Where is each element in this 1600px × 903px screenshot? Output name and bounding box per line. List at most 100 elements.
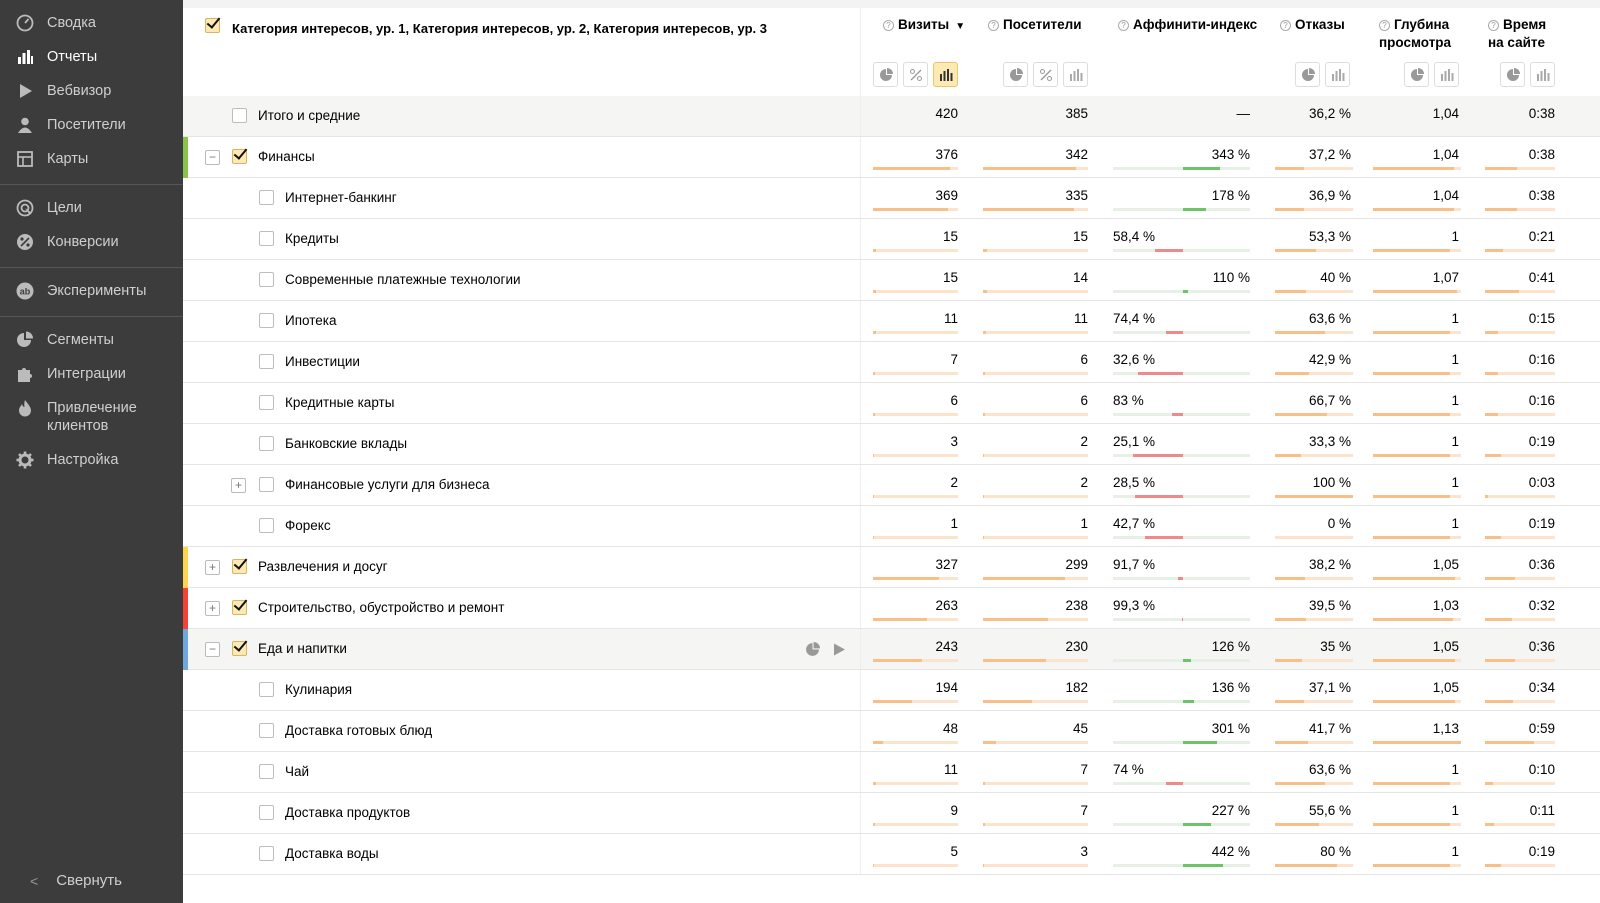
table-row[interactable]: Форекс 1 1 42,7 % 0 % 1 0:19 bbox=[183, 506, 1600, 547]
cell-visitors: 2 bbox=[1080, 475, 1088, 490]
collapse-icon[interactable]: − bbox=[205, 150, 220, 165]
row-checkbox[interactable] bbox=[259, 436, 274, 451]
visitors-bar bbox=[983, 659, 1088, 662]
bar-chart-toggle[interactable] bbox=[1325, 62, 1350, 87]
visits-bar bbox=[873, 864, 958, 867]
sidebar-item-percent[interactable]: Конверсии bbox=[0, 225, 183, 259]
target-icon bbox=[14, 199, 36, 217]
table-row[interactable]: + Строительство, обустройство и ремонт 263… bbox=[183, 588, 1600, 629]
table-row[interactable]: Доставка готовых блюд 48 45 301 % 41,7 % 1,13… bbox=[183, 711, 1600, 752]
sidebar-item-target[interactable]: Цели bbox=[0, 191, 183, 225]
row-checkbox[interactable] bbox=[259, 354, 274, 369]
time-bar bbox=[1485, 249, 1555, 252]
help-icon[interactable]: ? bbox=[1118, 20, 1129, 31]
help-icon[interactable]: ? bbox=[883, 20, 894, 31]
pie-chart-toggle[interactable] bbox=[1295, 62, 1320, 87]
table-row[interactable]: Интернет-банкинг 369 335 178 % 36,9 % 1,04 0:3… bbox=[183, 178, 1600, 219]
row-checkbox[interactable] bbox=[232, 149, 247, 164]
row-checkbox[interactable] bbox=[232, 641, 247, 656]
expand-icon[interactable]: + bbox=[205, 601, 220, 616]
sidebar-item-bar-chart[interactable]: Отчеты bbox=[0, 40, 183, 74]
help-icon[interactable]: ? bbox=[1379, 20, 1390, 31]
table-row[interactable]: Кредиты 15 15 58,4 % 53,3 % 1 0:21 bbox=[183, 219, 1600, 260]
row-checkbox[interactable] bbox=[232, 559, 247, 574]
table-row[interactable]: Чай 11 7 74 % 63,6 % 1 0:10 bbox=[183, 752, 1600, 793]
row-checkbox[interactable] bbox=[259, 846, 274, 861]
sidebar-item-puzzle[interactable]: Интеграции bbox=[0, 357, 183, 391]
help-icon[interactable]: ? bbox=[1280, 20, 1291, 31]
table-row[interactable]: Кредитные карты 6 6 83 % 66,7 % 1 0:16 bbox=[183, 383, 1600, 424]
sidebar-item-label: Карты bbox=[47, 151, 89, 167]
column-visitors[interactable]: ? Посетители bbox=[988, 16, 1082, 34]
row-checkbox[interactable] bbox=[259, 764, 274, 779]
table-row[interactable]: Кулинария 194 182 136 % 37,1 % 1,05 0:34 bbox=[183, 670, 1600, 711]
expand-icon[interactable]: + bbox=[205, 560, 220, 575]
row-checkbox[interactable] bbox=[259, 805, 274, 820]
table-row[interactable]: Современные платежные технологии 15 14 110 … bbox=[183, 260, 1600, 301]
sidebar-item-pie[interactable]: Сегменты bbox=[0, 323, 183, 357]
totals-row[interactable]: Итого и средние 420 385 — 36,2 % 1,04 0:38 bbox=[183, 96, 1600, 137]
row-checkbox[interactable] bbox=[259, 477, 274, 492]
sidebar-item-flame[interactable]: Привлечение клиентов bbox=[0, 391, 183, 443]
sidebar-item-map[interactable]: Карты bbox=[0, 142, 183, 176]
row-checkbox[interactable] bbox=[259, 272, 274, 287]
column-bounces[interactable]: ? Отказы bbox=[1280, 16, 1345, 34]
table-row[interactable]: Инвестиции 7 6 32,6 % 42,9 % 1 0:16 bbox=[183, 342, 1600, 383]
pie-chart-toggle[interactable] bbox=[1500, 62, 1525, 87]
visits-bar bbox=[873, 290, 958, 293]
sidebar-item-ab[interactable]: ab Эксперименты bbox=[0, 274, 183, 308]
help-icon[interactable]: ? bbox=[1488, 20, 1499, 31]
cell-depth: 1 bbox=[1451, 516, 1459, 531]
row-checkbox[interactable] bbox=[232, 108, 247, 123]
row-checkbox[interactable] bbox=[259, 395, 274, 410]
table-row[interactable]: Ипотека 11 11 74,4 % 63,6 % 1 0:15 bbox=[183, 301, 1600, 342]
table-row[interactable]: − Еда и напитки 243 230 126 % 35 % 1,05 0:36 bbox=[183, 629, 1600, 670]
depth-display-tools bbox=[1404, 62, 1464, 87]
help-icon[interactable]: ? bbox=[988, 20, 999, 31]
row-checkbox[interactable] bbox=[259, 313, 274, 328]
sidebar-item-gauge[interactable]: Сводка bbox=[0, 6, 183, 40]
depth-bar bbox=[1373, 618, 1461, 621]
row-checkbox[interactable] bbox=[259, 518, 274, 533]
column-affinity[interactable]: ? Аффинити-индекс bbox=[1118, 16, 1257, 34]
bar-chart-toggle[interactable] bbox=[1530, 62, 1555, 87]
sidebar-item-play[interactable]: Вебвизор bbox=[0, 74, 183, 108]
cell-affinity: 110 % bbox=[1212, 270, 1250, 285]
bar-chart-toggle[interactable] bbox=[1063, 62, 1088, 87]
column-visits[interactable]: ? Визиты ▼ bbox=[883, 16, 965, 36]
pie-chart-toggle[interactable] bbox=[873, 62, 898, 87]
sidebar-item-label: Интеграции bbox=[47, 366, 126, 382]
table-row[interactable]: + Финансовые услуги для бизнеса 2 2 28,5 % 10… bbox=[183, 465, 1600, 506]
table-row[interactable]: − Финансы 376 342 343 % 37,2 % 1,04 0:38 bbox=[183, 137, 1600, 178]
row-checkbox[interactable] bbox=[232, 600, 247, 615]
pie-icon bbox=[14, 331, 36, 349]
bar-chart-toggle[interactable] bbox=[1434, 62, 1459, 87]
sidebar-item-person[interactable]: Посетители bbox=[0, 108, 183, 142]
pie-chart-toggle[interactable] bbox=[1404, 62, 1429, 87]
visitors-bar bbox=[983, 372, 1088, 375]
table-row[interactable]: Доставка воды 5 3 442 % 80 % 1 0:19 bbox=[183, 834, 1600, 875]
select-all-checkbox[interactable] bbox=[205, 18, 220, 33]
column-time[interactable]: ? Время на сайте bbox=[1488, 16, 1546, 52]
play-icon[interactable] bbox=[832, 642, 846, 660]
percent-toggle[interactable] bbox=[903, 62, 928, 87]
table-row[interactable]: Банковские вклады 3 2 25,1 % 33,3 % 1 0:19 bbox=[183, 424, 1600, 465]
table-row[interactable]: + Развлечения и досуг 327 299 91,7 % 38,2 % 1,… bbox=[183, 547, 1600, 588]
row-checkbox[interactable] bbox=[259, 682, 274, 697]
collapse-sidebar-button[interactable]: < Свернуть bbox=[0, 872, 122, 889]
pie-icon[interactable] bbox=[805, 642, 820, 660]
collapse-icon[interactable]: − bbox=[205, 642, 220, 657]
sidebar-item-gear[interactable]: Настройка bbox=[0, 443, 183, 477]
visits-bar bbox=[873, 782, 958, 785]
expand-icon[interactable]: + bbox=[231, 478, 246, 493]
row-checkbox[interactable] bbox=[259, 723, 274, 738]
table-row[interactable]: Доставка продуктов 9 7 227 % 55,6 % 1 0:11 bbox=[183, 793, 1600, 834]
percent-toggle[interactable] bbox=[1033, 62, 1058, 87]
row-checkbox[interactable] bbox=[259, 190, 274, 205]
bar-chart-toggle[interactable] bbox=[933, 62, 958, 87]
row-checkbox[interactable] bbox=[259, 231, 274, 246]
pie-chart-toggle[interactable] bbox=[1003, 62, 1028, 87]
column-depth[interactable]: ? Глубина просмотра bbox=[1379, 16, 1451, 52]
time-bar bbox=[1485, 823, 1555, 826]
ab-icon: ab bbox=[14, 282, 36, 300]
